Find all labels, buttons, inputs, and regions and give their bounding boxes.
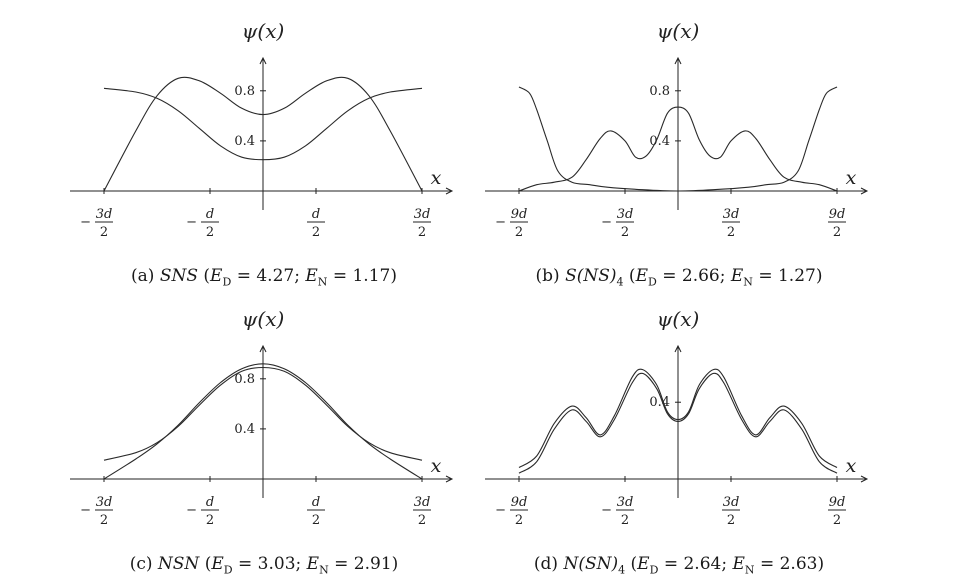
x-tick-label: 9d 2−	[495, 495, 528, 528]
series-line-1	[103, 76, 423, 192]
series-line-1	[518, 106, 838, 192]
x-tick-numerator: 3d	[617, 495, 634, 510]
y-axis-label: ψ(x)	[242, 307, 285, 331]
x-tick-sign: −	[495, 503, 506, 518]
series-line-2	[518, 86, 838, 192]
x-tick-label: 9d2	[828, 207, 846, 240]
chart-panel-d: ψ(x) x 0.4 9d 2−3d 2−3d 2 9d 2	[475, 298, 895, 588]
x-tick-denominator: 2	[418, 225, 426, 240]
x-tick-label: 3d2	[722, 207, 740, 240]
x-tick-numerator: d	[312, 207, 320, 222]
series-line-2	[103, 366, 423, 461]
x-tick-label: 9d2	[828, 495, 846, 528]
x-tick-sign: −	[80, 503, 91, 518]
x-tick-denominator: 2	[418, 513, 426, 528]
x-tick-sign: −	[186, 215, 197, 230]
x-tick-numerator: 9d	[511, 495, 528, 510]
y-tick-label: 0.8	[649, 84, 670, 99]
x-tick-label: d 2−	[186, 495, 219, 528]
x-tick-denominator: 2	[833, 513, 841, 528]
x-tick-numerator: 3d	[723, 207, 740, 222]
chart-panel-c: ψ(x) x 0.4 0.8 3d 2− d 2− d 2 3d 2	[60, 298, 480, 588]
x-tick-numerator: 3d	[414, 207, 431, 222]
x-tick-denominator: 2	[312, 225, 320, 240]
y-axis-arrow	[674, 344, 682, 353]
x-tick-denominator: 2	[833, 225, 841, 240]
x-tick-numerator: 3d	[723, 495, 740, 510]
x-tick-numerator: 9d	[829, 207, 846, 222]
caption-c: (c) NSN (ED = 3.03; EN = 2.91)	[129, 554, 399, 577]
x-tick-numerator: d	[312, 495, 320, 510]
series-line-1	[518, 372, 838, 474]
x-tick-numerator: 3d	[414, 495, 431, 510]
x-tick-denominator: 2	[312, 513, 320, 528]
y-tick-label: 0.4	[649, 134, 670, 149]
y-axis-arrow	[674, 56, 682, 65]
x-tick-label: 3d 2−	[80, 495, 113, 528]
chart-panel-a: ψ(x) x 0.4 0.8 3d 2− d 2− d 2 3d 2	[60, 10, 480, 300]
x-tick-sign: −	[186, 503, 197, 518]
caption-b: (b) S(NS)4 (ED = 2.66; EN = 1.27)	[535, 266, 823, 289]
x-tick-denominator: 2	[206, 513, 214, 528]
caption-d: (d) N(SN)4 (ED = 2.64; EN = 2.63)	[533, 554, 825, 577]
x-tick-label: d2	[307, 495, 325, 528]
y-axis-arrow	[259, 56, 267, 65]
x-tick-label: 9d 2−	[495, 207, 528, 240]
x-tick-label: 3d2	[413, 207, 431, 240]
x-axis-label: x	[846, 167, 857, 189]
x-tick-label: d 2−	[186, 207, 219, 240]
series-line-2	[103, 87, 423, 161]
y-tick-label: 0.4	[234, 134, 255, 149]
x-tick-numerator: 3d	[96, 207, 113, 222]
caption-a: (a) SNS (ED = 4.27; EN = 1.17)	[131, 266, 397, 289]
y-axis-label: ψ(x)	[657, 19, 700, 43]
x-tick-denominator: 2	[727, 225, 735, 240]
x-tick-denominator: 2	[100, 225, 108, 240]
x-axis-arrow	[445, 187, 454, 195]
x-tick-label: 3d2	[413, 495, 431, 528]
x-tick-numerator: d	[206, 495, 214, 510]
y-tick-label: 0.4	[649, 395, 670, 410]
y-tick-label: 0.4	[234, 422, 255, 437]
x-tick-denominator: 2	[515, 513, 523, 528]
x-tick-sign: −	[80, 215, 91, 230]
x-tick-denominator: 2	[621, 225, 629, 240]
x-axis-arrow	[860, 475, 869, 483]
x-tick-sign: −	[601, 215, 612, 230]
y-tick-label: 0.8	[234, 372, 255, 387]
x-tick-sign: −	[495, 215, 506, 230]
y-axis-label: ψ(x)	[657, 307, 700, 331]
x-tick-numerator: 3d	[617, 207, 634, 222]
chart-panel-b: ψ(x) x 0.4 0.8 9d 2−3d 2−3d 2 9d 2	[475, 10, 895, 300]
x-tick-label: 3d2	[722, 495, 740, 528]
x-tick-denominator: 2	[621, 513, 629, 528]
x-tick-denominator: 2	[206, 225, 214, 240]
x-tick-label: 3d 2−	[80, 207, 113, 240]
x-tick-denominator: 2	[515, 225, 523, 240]
x-tick-numerator: d	[206, 207, 214, 222]
x-axis-label: x	[846, 455, 857, 477]
series-line-2	[518, 368, 838, 468]
x-tick-label: 3d 2−	[601, 207, 634, 240]
x-axis-label: x	[431, 455, 442, 477]
x-axis-arrow	[445, 475, 454, 483]
x-tick-numerator: 3d	[96, 495, 113, 510]
x-tick-numerator: 9d	[829, 495, 846, 510]
x-tick-numerator: 9d	[511, 207, 528, 222]
x-tick-label: 3d 2−	[601, 495, 634, 528]
x-axis-label: x	[431, 167, 442, 189]
x-tick-denominator: 2	[727, 513, 735, 528]
x-tick-label: d2	[307, 207, 325, 240]
x-axis-arrow	[860, 187, 869, 195]
y-axis-arrow	[259, 344, 267, 353]
x-tick-denominator: 2	[100, 513, 108, 528]
y-tick-label: 0.8	[234, 84, 255, 99]
x-tick-sign: −	[601, 503, 612, 518]
y-axis-label: ψ(x)	[242, 19, 285, 43]
